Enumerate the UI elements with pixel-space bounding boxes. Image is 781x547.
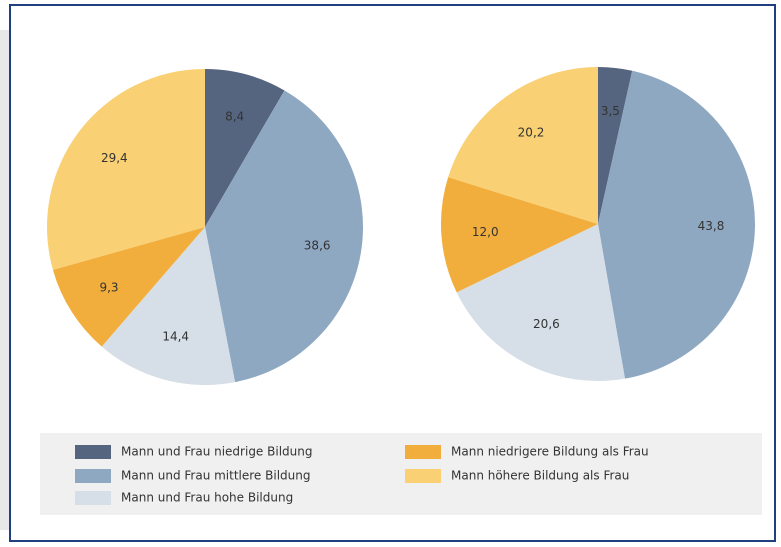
slice-label: 9,3 xyxy=(99,281,118,295)
pie-slice xyxy=(456,224,625,381)
slice-label: 12,0 xyxy=(472,225,499,239)
legend-swatch xyxy=(405,445,441,459)
legend-label: Mann und Frau niedrige Bildung xyxy=(121,445,312,459)
pie-slice xyxy=(598,70,756,379)
legend-swatch xyxy=(75,445,111,459)
slice-label: 43,8 xyxy=(698,219,725,233)
side-strip xyxy=(0,30,10,530)
legend-label: Mann niedrigere Bildung als Frau xyxy=(451,445,649,459)
pie-slice xyxy=(52,227,205,347)
slice-label: 3,5 xyxy=(601,104,620,118)
pie-slice xyxy=(46,69,205,270)
pie-slice xyxy=(448,67,598,224)
slice-label: 29,4 xyxy=(101,151,128,165)
legend-box xyxy=(40,433,762,515)
pie-slice xyxy=(101,227,236,385)
legend-label: Mann und Frau hohe Bildung xyxy=(121,491,293,505)
pie-slice xyxy=(440,177,598,293)
slice-label: 38,6 xyxy=(304,239,331,253)
pie-slice xyxy=(205,90,364,383)
pie-slice xyxy=(598,67,633,224)
slice-label: 8,4 xyxy=(225,110,244,124)
slice-label: 20,6 xyxy=(533,317,560,331)
legend-swatch xyxy=(75,491,111,505)
pie-slice xyxy=(205,69,285,227)
legend-label: Mann höhere Bildung als Frau xyxy=(451,469,629,483)
legend-swatch xyxy=(75,469,111,483)
frame xyxy=(9,4,776,542)
slice-label: 14,4 xyxy=(162,329,189,343)
legend-label: Mann und Frau mittlere Bildung xyxy=(121,469,310,483)
legend-swatch xyxy=(405,469,441,483)
slice-label: 20,2 xyxy=(518,125,545,139)
